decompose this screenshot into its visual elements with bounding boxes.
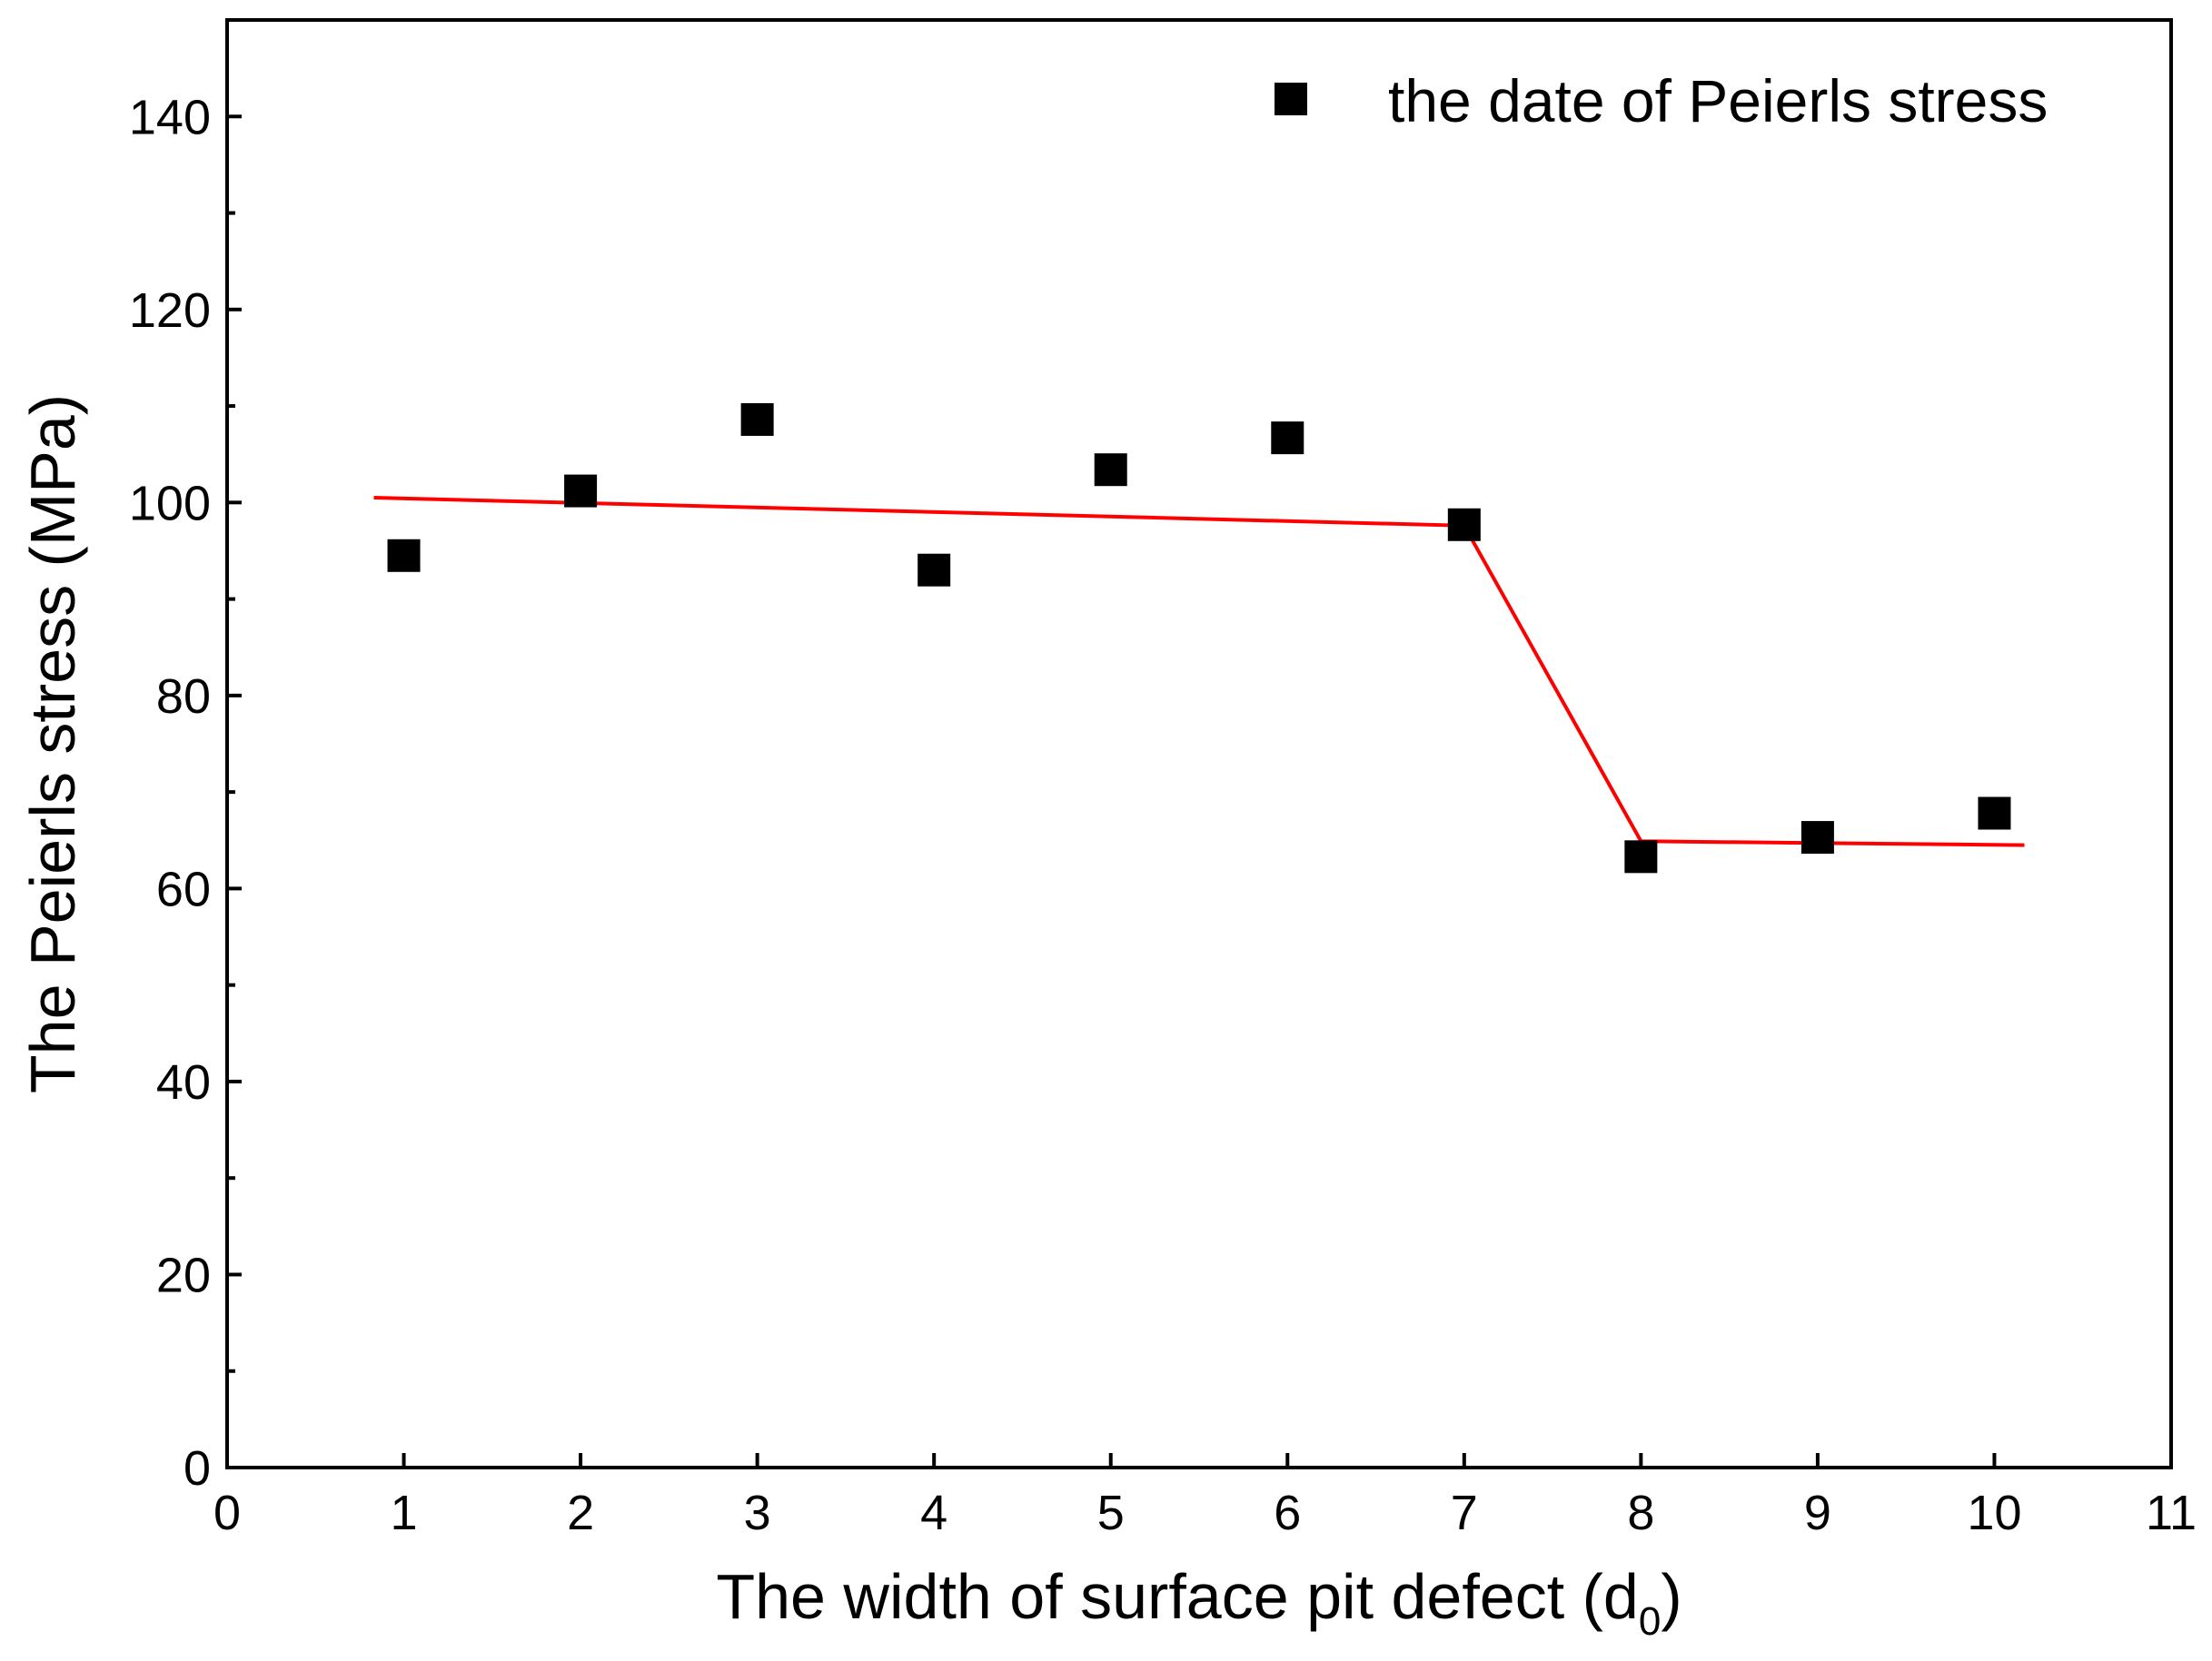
plot-frame	[225, 18, 2173, 1469]
x-axis-title-main: The width of surface pit defect (d	[716, 1561, 1639, 1632]
x-tick-label: 6	[1274, 1486, 1301, 1540]
data-point	[1978, 796, 2011, 830]
data-point	[1094, 453, 1127, 487]
legend-marker-square	[1275, 83, 1307, 115]
legend-label: the date of Peierls stress	[1388, 67, 2048, 134]
data-point	[918, 553, 951, 587]
y-tick-label: 80	[156, 669, 211, 724]
y-tick-label: 40	[156, 1055, 211, 1110]
x-axis-title-close: )	[1661, 1561, 1681, 1632]
x-axis-title: The width of surface pit defect (d0)	[716, 1561, 1681, 1644]
data-point	[740, 402, 774, 436]
x-tick-label: 0	[213, 1486, 241, 1540]
legend: the date of Peierls stress	[1275, 67, 2048, 134]
data-point	[1800, 821, 1834, 855]
y-tick-label: 120	[129, 283, 211, 338]
x-tick-label: 2	[567, 1486, 594, 1540]
x-tick-label: 11	[2146, 1486, 2197, 1540]
x-tick-label: 7	[1451, 1486, 1478, 1540]
y-tick-label: 0	[184, 1441, 211, 1496]
x-tick-label: 9	[1804, 1486, 1831, 1540]
x-tick-label: 8	[1627, 1486, 1654, 1540]
data-point	[1271, 421, 1304, 455]
y-axis-title: The Peierls stress (MPa)	[17, 394, 88, 1093]
x-tick-label: 5	[1097, 1486, 1125, 1540]
y-tick-label: 60	[156, 862, 211, 916]
y-tick-label: 140	[129, 90, 211, 144]
x-axis-title-subscript: 0	[1639, 1599, 1661, 1644]
y-tick-label: 20	[156, 1248, 211, 1302]
plot-layer	[373, 402, 2025, 874]
y-tick-label: 100	[129, 476, 211, 530]
data-point	[564, 474, 598, 508]
y-axis: 0 20 40 60 80 100 120 140	[129, 90, 242, 1496]
data-point	[1447, 508, 1481, 541]
data-point	[387, 539, 421, 572]
x-tick-label: 10	[1967, 1486, 2021, 1540]
data-point	[1624, 840, 1658, 874]
x-axis: 0 1 2 3 4 5 6 7 8 9 10 11	[213, 1453, 2197, 1540]
x-tick-label: 1	[391, 1486, 418, 1540]
x-tick-label: 4	[920, 1486, 947, 1540]
x-tick-label: 3	[744, 1486, 771, 1540]
